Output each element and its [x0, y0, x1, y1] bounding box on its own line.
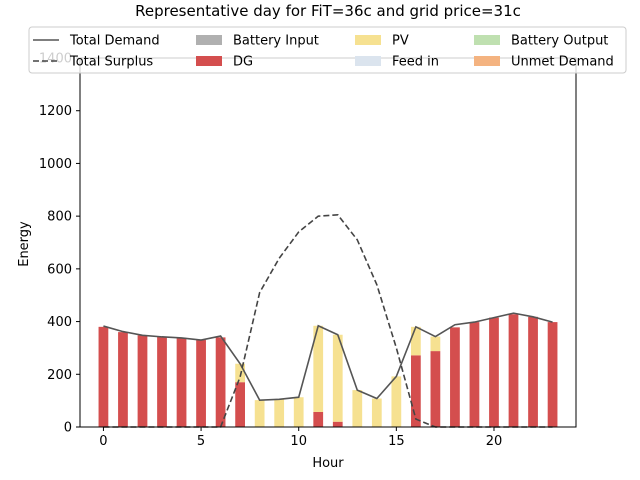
bar-dg-4 — [176, 337, 187, 427]
line-total-surplus — [103, 214, 553, 428]
bar-pv-7 — [235, 363, 245, 383]
plot-frame — [79, 57, 577, 428]
bar-dg-21 — [508, 314, 519, 427]
bar-dg-0 — [98, 326, 109, 427]
legend: Total Demand Battery Input PV Battery Outpu… — [28, 26, 627, 74]
y-tick-label-400: 400 — [47, 315, 72, 330]
y-axis: 0200400600800100012001400 — [39, 52, 80, 436]
legend-swatch-feed-in — [355, 56, 381, 66]
x-axis-label: Hour — [312, 456, 344, 471]
bar-pv-17 — [430, 336, 441, 352]
bar-dg-22 — [528, 316, 538, 427]
bar-pv-10 — [293, 397, 304, 427]
legend-swatch-dg — [196, 56, 222, 66]
legend-swatch-battery-output — [474, 35, 500, 45]
x-tick-label-5: 5 — [197, 434, 205, 449]
bar-pv-13 — [352, 390, 363, 427]
y-tick-label-600: 600 — [47, 262, 72, 277]
bar-dg-12 — [332, 421, 343, 427]
bar-pv-14 — [371, 398, 382, 427]
legend-label-feed-in: Feed in — [392, 55, 439, 70]
bar-dg-23 — [547, 322, 558, 427]
x-tick-label-20: 20 — [486, 434, 503, 449]
bar-dg-20 — [489, 317, 499, 427]
x-axis: 0 5 10 15 20 — [99, 427, 502, 449]
bar-dg-1 — [118, 332, 128, 427]
bar-dg-19 — [469, 322, 480, 427]
bar-dg-16 — [410, 355, 421, 427]
y-tick-label-200: 200 — [47, 368, 72, 383]
legend-label-pv: PV — [392, 34, 409, 49]
bar-pv-11 — [313, 325, 324, 412]
bar-pv-9 — [274, 399, 285, 427]
bar-pv-16 — [410, 326, 421, 356]
plot-area — [79, 57, 577, 428]
legend-label-battery-input: Battery Input — [233, 34, 319, 49]
y-tick-label-800: 800 — [47, 210, 72, 225]
x-tick-label-10: 10 — [290, 434, 307, 449]
legend-label-total-demand: Total Demand — [69, 34, 160, 49]
y-axis-label: Energy — [17, 221, 32, 267]
chart-title: Representative day for FiT=36c and grid … — [135, 2, 521, 20]
line-total-demand — [103, 312, 553, 401]
bar-pv-12 — [332, 334, 343, 422]
bar-dg-2 — [137, 335, 148, 427]
legend-swatch-pv — [355, 35, 381, 45]
bar-pv-8 — [254, 400, 265, 427]
legend-label-unmet-demand: Unmet Demand — [511, 55, 614, 70]
bar-dg-17 — [430, 351, 441, 427]
bar-dg-11 — [313, 411, 324, 427]
bar-dg-5 — [196, 340, 206, 427]
bar-dg-6 — [215, 337, 226, 427]
legend-label-total-surplus: Total Surplus — [69, 55, 153, 70]
y-tick-label-0: 0 — [64, 421, 72, 436]
legend-swatch-unmet-demand — [474, 56, 500, 66]
bar-dg-3 — [157, 336, 167, 427]
bar-pv-15 — [391, 376, 402, 427]
y-tick-label-1000: 1000 — [39, 157, 72, 172]
bar-dg-18 — [450, 327, 460, 427]
x-tick-label-0: 0 — [99, 434, 107, 449]
legend-label-battery-output: Battery Output — [511, 34, 608, 49]
bar-dg-7 — [235, 382, 245, 427]
legend-label-dg: DG — [233, 55, 253, 70]
y-tick-label-1200: 1200 — [39, 104, 72, 119]
legend-swatch-battery-input — [196, 35, 222, 45]
x-tick-label-15: 15 — [388, 434, 405, 449]
